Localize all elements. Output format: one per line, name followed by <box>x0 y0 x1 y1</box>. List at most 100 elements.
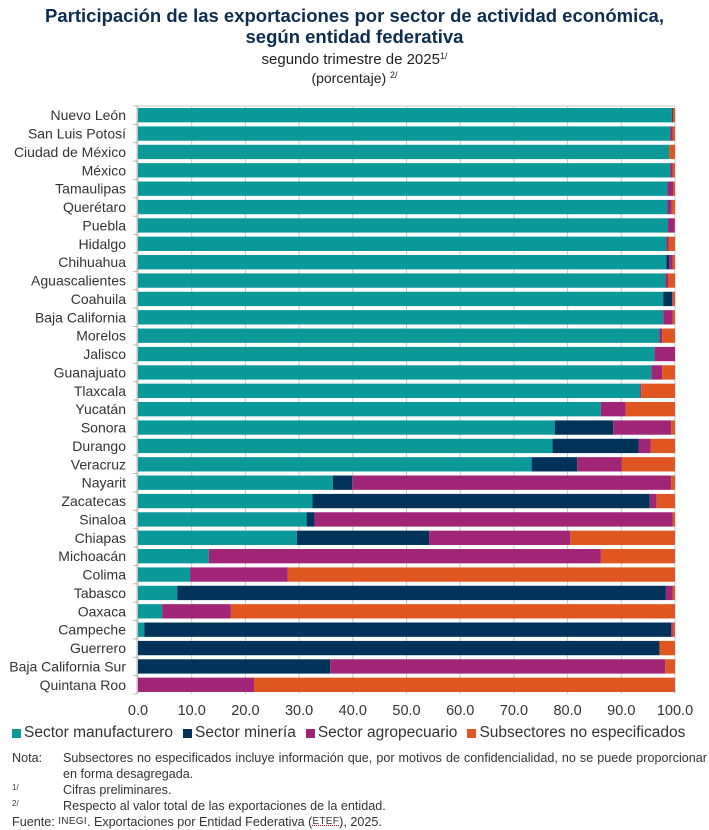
bar-segment-no-especificados <box>672 126 675 141</box>
subtitle-text: segundo trimestre de 2025 <box>261 51 440 68</box>
bar-segment-agropecuario <box>659 328 663 343</box>
source-line: Fuente: INEGI. Exportaciones por Entidad… <box>12 814 707 830</box>
bar-segment-manufacturero <box>138 310 664 325</box>
bar-segment-agropecuario <box>651 365 663 380</box>
note-1: 1/ Cifras preliminares. <box>12 782 707 798</box>
bar-segment-no-especificados <box>672 163 675 178</box>
bar-segment-manufacturero <box>138 236 667 251</box>
y-category-label: Michoacán <box>58 548 126 564</box>
source-text-end: ), 2025. <box>339 815 382 829</box>
bar-segment-no-especificados <box>625 402 675 417</box>
chart-title-line2: según entidad federativa <box>245 26 464 47</box>
note-text: Subsectores no especificados incluye inf… <box>63 751 707 781</box>
bar-segment-agropecuario <box>190 567 288 582</box>
y-category-label: Nuevo León <box>50 107 126 123</box>
legend-swatch-mineria <box>183 728 193 738</box>
bar-segment-mineria <box>552 438 639 454</box>
bar-segment-no-especificados <box>672 585 675 601</box>
bar-segment-manufacturero <box>138 346 655 362</box>
bar-segment-manufacturero <box>138 181 668 196</box>
bar-segment-no-especificados <box>672 512 675 527</box>
bar-segment-agropecuario <box>638 438 651 454</box>
bar-segment-agropecuario <box>314 512 673 527</box>
bar-segment-agropecuario <box>208 549 601 564</box>
legend-item-agropecuario[interactable]: Sector agropecuario <box>305 724 458 742</box>
bar-segment-no-especificados <box>662 365 675 380</box>
bar-segment-mineria <box>296 530 430 545</box>
bar-segment-agropecuario <box>665 273 669 288</box>
y-category-label: Aguascalientes <box>31 273 126 289</box>
bar-segment-agropecuario <box>670 126 673 141</box>
bar-segment-no-especificados <box>230 604 675 619</box>
bar-segment-mineria <box>144 622 672 637</box>
bar-segment-manufacturero <box>138 255 667 270</box>
y-category-label: Sonora <box>81 420 126 436</box>
y-category-label: Campeche <box>58 622 126 638</box>
note-text: Cifras preliminares. <box>63 783 172 797</box>
bar-segment-manufacturero <box>138 493 313 509</box>
chart-legend: Sector manufacturero Sector minería Sect… <box>12 724 709 742</box>
bar-segment-manufacturero <box>138 199 668 215</box>
note-text: Respecto al valor total de las exportaci… <box>63 799 386 813</box>
y-category-label: Ciudad de México <box>14 144 126 160</box>
legend-item-manufacturero[interactable]: Sector manufacturero <box>12 724 173 742</box>
bar-segment-agropecuario <box>663 310 673 325</box>
y-category-label: Oaxaca <box>78 603 126 619</box>
bar-segment-no-especificados <box>672 108 675 123</box>
bar-segment-manufacturero <box>138 144 670 160</box>
bar-segment-mineria <box>332 475 353 490</box>
chart-subtitle: segundo trimestre de 20251/ <box>0 47 709 69</box>
x-tick-label: 10.0 <box>178 703 206 719</box>
y-category-label: Baja California Sur <box>9 658 126 674</box>
bar-segment-agropecuario <box>672 291 673 307</box>
bar-segment-agropecuario <box>666 236 669 251</box>
legend-swatch-manufacturero <box>12 728 21 738</box>
bar-segment-agropecuario <box>640 383 642 398</box>
y-category-label: Quintana Roo <box>40 677 127 693</box>
bar-segment-mineria <box>177 585 666 601</box>
bar-segment-no-especificados <box>662 328 675 343</box>
bar-segment-agropecuario <box>600 402 626 417</box>
bar-segment-manufacturero <box>138 604 163 619</box>
bar-segment-mineria <box>666 255 670 270</box>
bar-segment-no-especificados <box>656 493 675 509</box>
bar-segment-agropecuario <box>330 659 666 674</box>
y-category-label: Yucatán <box>75 401 126 417</box>
bar-segment-no-especificados <box>650 438 675 454</box>
bar-segment-manufacturero <box>138 291 664 307</box>
bar-segment-agropecuario <box>665 585 673 601</box>
y-category-label: Coahuila <box>71 291 126 307</box>
bar-segment-manufacturero <box>138 585 178 601</box>
source-abbr: ETEF <box>312 816 340 827</box>
bar-segment-manufacturero <box>138 108 672 123</box>
x-tick-label: 30.0 <box>285 703 313 719</box>
bar-segment-manufacturero <box>138 457 532 472</box>
y-category-label: Tabasco <box>74 585 126 601</box>
y-category-label: Morelos <box>76 328 126 344</box>
y-category-label: Chiapas <box>75 530 126 546</box>
source-key: Fuente: <box>12 815 55 829</box>
x-tick-label: 50.0 <box>392 703 420 719</box>
bar-segment-no-especificados <box>659 640 675 656</box>
legend-item-mineria[interactable]: Sector minería <box>183 724 296 742</box>
bar-segment-manufacturero <box>138 475 333 490</box>
bar-segment-manufacturero <box>138 549 209 564</box>
bar-segment-no-especificados <box>641 383 675 398</box>
bar-segment-mineria <box>554 420 614 435</box>
y-axis: Nuevo León San Luis Potosí Ciudad de Méxic… <box>9 105 138 695</box>
bar-segment-no-especificados <box>671 420 675 435</box>
legend-label: Sector minería <box>195 724 296 741</box>
y-category-label: Chihuahua <box>58 254 126 270</box>
x-tick-label: 0.0 <box>128 703 148 719</box>
bar-segment-mineria <box>138 659 331 674</box>
legend-label: Sector agropecuario <box>317 724 458 741</box>
note-nota: Nota: Subsectores no especificados inclu… <box>12 750 707 782</box>
bar-segment-no-especificados <box>672 291 675 307</box>
chart-unit: (porcentaje) 2/ <box>0 66 709 87</box>
legend-swatch-no-especificados <box>467 728 477 738</box>
legend-item-no-especificados[interactable]: Subsectores no especificados <box>467 724 685 742</box>
y-category-label: Hidalgo <box>79 236 127 252</box>
bar-segment-no-especificados <box>669 144 675 160</box>
bar-segment-agropecuario <box>667 181 674 196</box>
bar-segment-agropecuario <box>649 493 657 509</box>
